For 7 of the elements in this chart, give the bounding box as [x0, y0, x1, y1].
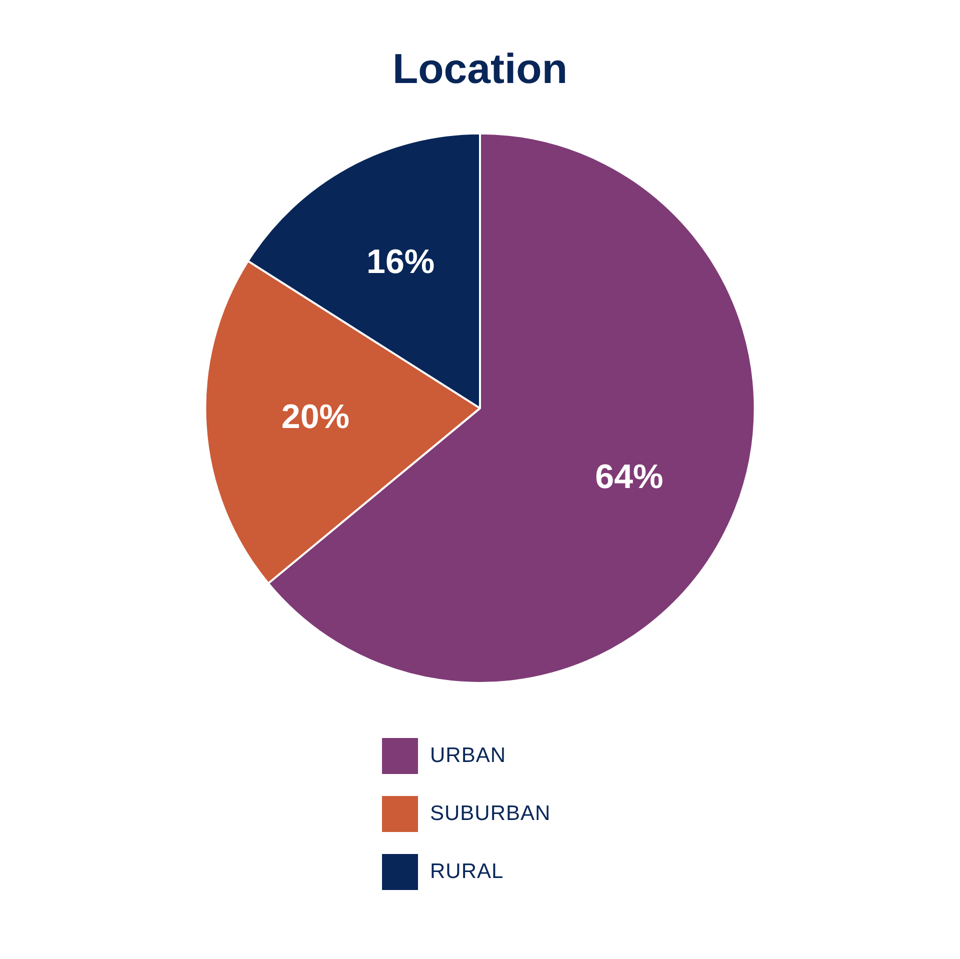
data-label: 20%	[281, 398, 350, 436]
data-label: 64%	[595, 458, 664, 496]
legend-label: RURAL	[430, 860, 504, 884]
data-label: 16%	[366, 243, 435, 282]
legend-label: URBAN	[430, 744, 506, 768]
chart-title: Location	[392, 44, 568, 92]
legend-label: SUBURBAN	[430, 802, 551, 826]
